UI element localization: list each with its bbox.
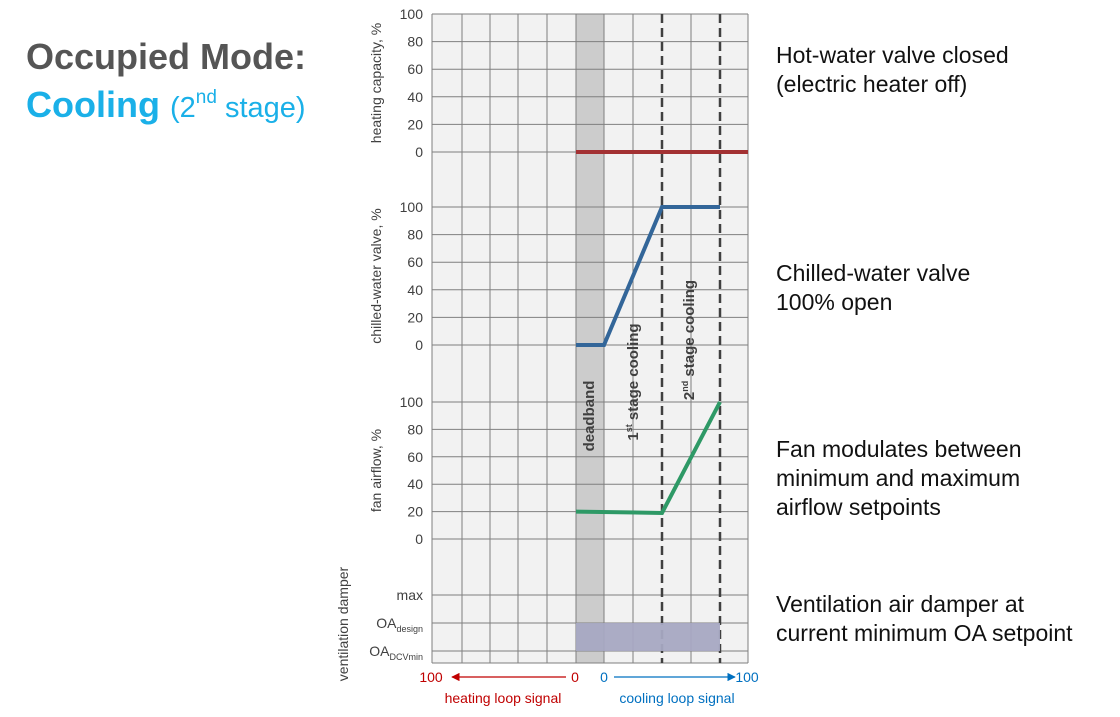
heating-loop-signal-label: heating loop signal [445, 690, 562, 706]
stage-label: (2nd stage) [169, 87, 306, 124]
y-tick-label: 20 [407, 504, 423, 520]
mode-name: Cooling [26, 84, 160, 125]
y-tick-label: 0 [415, 337, 423, 353]
stage1-cooling-label: 1st stage cooling [624, 323, 642, 440]
heating-signal-tick-max: 100 [419, 669, 443, 685]
y-axis-label: heating capacity, % [368, 23, 384, 143]
cooling-signal-tick-zero: 0 [600, 669, 608, 685]
deadband-label: deadband [581, 381, 598, 452]
y-tick-label: 80 [407, 34, 423, 50]
chilled-water-note: Chilled-water valve 100% open [776, 259, 970, 317]
y-tick-label: 0 [415, 531, 423, 547]
hot-water-note: Hot-water valve closed (electric heater … [776, 41, 1009, 99]
fan-note-line2: minimum and maximum [776, 465, 1021, 491]
y-tick-label: 40 [407, 89, 423, 105]
fan-note-line1: Fan modulates between [776, 436, 1022, 462]
heating-signal-tick-zero: 0 [571, 669, 579, 685]
y-tick-label: 40 [407, 282, 423, 298]
y-tick-label: 100 [400, 394, 424, 410]
damper-note-line1: Ventilation air damper at [776, 591, 1025, 617]
damper-note: Ventilation air damper at current minimu… [776, 590, 1073, 648]
damper-tick-label: OAdesign [376, 615, 423, 634]
chilled-water-note-line1: Chilled-water valve [776, 260, 971, 286]
y-tick-label: 60 [407, 449, 423, 465]
deadband-region [576, 14, 604, 663]
chilled-water-note-line2: 100% open [776, 289, 893, 315]
y-tick-label: 80 [407, 421, 423, 437]
y-tick-label: 0 [415, 144, 423, 160]
y-tick-label: 100 [400, 199, 424, 215]
cooling-signal-tick-max: 100 [735, 669, 759, 685]
y-axis-label: fan airflow, % [368, 429, 384, 512]
fan-note: Fan modulates between minimum and maximu… [776, 435, 1022, 522]
y-tick-label: 60 [407, 254, 423, 270]
y-tick-label: 80 [407, 227, 423, 243]
chilled-water-valve-line [576, 205, 720, 347]
page-title: Occupied Mode: [26, 36, 307, 77]
damper-position-band [576, 623, 720, 651]
cooling-loop-signal-label: cooling loop signal [619, 690, 734, 706]
stage2-cooling-label: 2nd stage cooling [680, 280, 698, 400]
y-tick-label: 100 [400, 6, 424, 22]
damper-note-line2: current minimum OA setpoint [776, 620, 1073, 646]
hot-water-note-line2: (electric heater off) [776, 71, 968, 97]
y-axis-label: ventilation damper [335, 566, 351, 681]
y-tick-label: 60 [407, 61, 423, 77]
fan-airflow-line [575, 401, 722, 515]
damper-tick-label: OADCVmin [369, 643, 423, 662]
mode-subtitle: Cooling (2nd stage) [26, 83, 306, 130]
hot-water-note-line1: Hot-water valve closed [776, 42, 1009, 68]
y-tick-label: 40 [407, 476, 423, 492]
fan-note-line3: airflow setpoints [776, 494, 941, 520]
y-tick-label: 20 [407, 309, 423, 325]
damper-tick-label: max [397, 587, 423, 603]
y-axis-label: chilled-water valve, % [368, 208, 384, 343]
y-tick-label: 20 [407, 116, 423, 132]
